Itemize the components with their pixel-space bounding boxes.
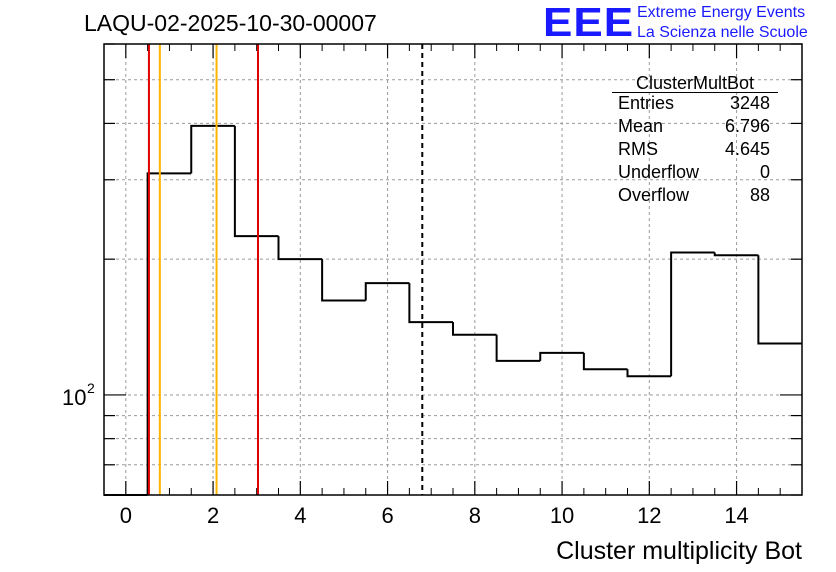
x-tick-label: 0 [120,503,132,528]
stats-value-underflow: 0 [759,162,770,182]
histogram-bin-7 [408,283,453,324]
histogram-bin-6 [364,282,410,301]
logo-tagline-1: Extreme Energy Events [637,4,806,21]
histogram-bin-10 [539,351,584,361]
run-title: LAQU-02-2025-10-30-00007 [84,10,377,36]
x-tick-label: 2 [207,503,219,528]
y-tick-label-exponent: 2 [87,380,95,396]
x-tick-label: 12 [637,503,661,528]
marker-lines-layer [147,44,424,495]
stats-value-overflow: 88 [749,185,770,205]
eee-logo-icon: EEE [543,0,635,46]
stats-box-title: ClusterMultBot [635,73,755,93]
stats-label-rms: RMS [618,139,658,159]
stats-box-divider [612,92,778,93]
histogram-bin-11 [582,352,628,371]
histogram-bin-4 [277,236,323,261]
histogram-bin-2 [190,124,235,174]
grid-layer [104,43,802,496]
y-tick-label: 10 [62,385,86,410]
histogram-bin-3 [233,125,279,238]
histogram-bin-9 [495,334,541,362]
stats-value-mean: 6.796 [724,116,770,136]
x-tick-label: 6 [381,503,393,528]
plot-frame [103,43,803,496]
x-tick-label: 4 [294,503,306,528]
stats-label-entries: Entries [618,93,675,113]
histogram-bin-8 [452,322,497,336]
ticks-layer [104,43,803,496]
histogram-layer [104,124,802,496]
histogram-bin-15 [757,255,802,345]
stats-label-underflow: Underflow [618,162,700,182]
stats-value-entries: 3248 [729,93,770,113]
stats-label-mean: Mean [618,116,664,136]
histogram-bin-5 [321,259,366,302]
x-axis-label: Cluster multiplicity Bot [556,537,802,565]
x-tick-label: 10 [550,503,574,528]
x-tick-label: 8 [469,503,481,528]
stats-value-rms: 4.645 [724,139,770,159]
logo-tagline-2: La Scienza nelle Scuole [637,24,808,41]
x-tick-label: 14 [724,503,748,528]
histogram-bin-14 [713,252,759,257]
histogram-bin-13 [670,251,715,377]
stats-label-overflow: Overflow [618,185,690,205]
histogram-bin-12 [626,369,672,378]
histogram-bin-1 [146,172,192,495]
